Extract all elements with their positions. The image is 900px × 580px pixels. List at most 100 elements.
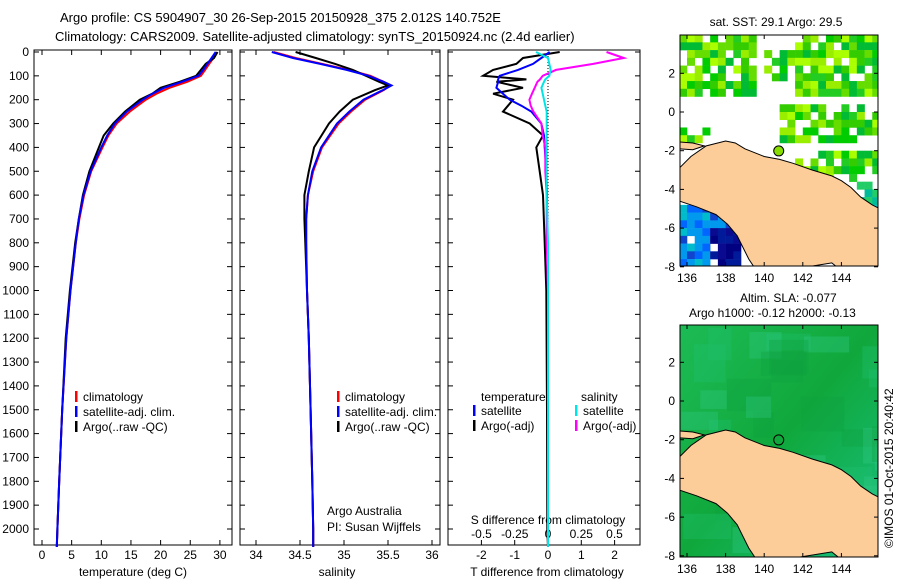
sst-cell (733, 251, 742, 260)
sla-patch (681, 411, 719, 430)
sst-cell (687, 228, 695, 237)
legend-swatch (75, 406, 78, 417)
sst-cell (849, 57, 858, 66)
sla-map-title-line2: Argo h1000: -0.12 h2000: -0.13 (689, 306, 856, 320)
lat-tick-label: -8 (664, 260, 675, 274)
sst-cell (810, 81, 819, 90)
sst-cell (825, 150, 834, 159)
sst-cell (818, 73, 827, 82)
sst-cell (795, 65, 804, 74)
annotation-institution: Argo Australia (327, 504, 402, 518)
sst-cell (818, 112, 827, 120)
sst-cell (741, 81, 750, 90)
sla-patch (727, 378, 772, 412)
sst-cell (694, 135, 703, 144)
sst-cell (864, 42, 873, 51)
sst-cell (687, 88, 695, 97)
y-tick-label: 1800 (2, 474, 29, 488)
sla-patch (874, 443, 878, 471)
sst-cell (694, 243, 703, 252)
sst-cell (717, 73, 726, 82)
sst-cell (680, 65, 688, 74)
sst-cell (787, 119, 796, 128)
sst-cell (872, 150, 878, 159)
sst-cell (717, 220, 726, 229)
map-content (680, 325, 878, 557)
land-new-guinea (680, 429, 878, 557)
sst-cell (710, 57, 719, 66)
plot-frame (239, 49, 441, 546)
sst-cell (795, 158, 804, 167)
sst-cell (702, 50, 711, 59)
sst-cell (818, 50, 827, 59)
sla-patch (708, 327, 732, 361)
sst-cell (687, 81, 695, 90)
sst-cell (856, 35, 865, 43)
sst-cell (825, 158, 834, 167)
sst-cell (779, 135, 788, 144)
sst-cell (825, 73, 834, 82)
sst-cell (841, 112, 850, 120)
sst-cell (802, 50, 811, 59)
sst-cell (733, 88, 742, 97)
argo-float-marker (773, 434, 785, 446)
sst-cell (787, 135, 796, 144)
difference-profile-panel: -2 -1 0 1 2 T difference from climatology -0.5… (447, 49, 641, 579)
lon-tick-label: 138 (716, 562, 736, 576)
sst-cell (702, 212, 711, 221)
sst-cell (694, 220, 703, 229)
sst-cell (810, 57, 819, 66)
sst-cell (825, 88, 834, 97)
annotation-pi: PI: Susan Wijffels (327, 520, 421, 534)
sst-cell (849, 88, 858, 97)
lat-tick-label: 0 (668, 394, 675, 408)
sst-cell (771, 73, 780, 82)
sst-cell (710, 235, 719, 244)
sst-cell (818, 104, 827, 113)
sst-cell (779, 127, 788, 136)
argo-float-marker (773, 145, 785, 157)
sst-cell (818, 88, 827, 97)
sst-cell (795, 81, 804, 90)
series-salinity-satellite (535, 51, 552, 547)
sst-cell (710, 73, 719, 82)
lat-tick-label: -6 (664, 221, 675, 235)
sst-cell (733, 50, 742, 59)
s-diff-tick-label: -0.5 (471, 527, 492, 541)
sla-patch (746, 396, 772, 418)
sst-cell (849, 65, 858, 74)
y-tick-label: 1200 (2, 331, 29, 345)
sst-cell (779, 104, 788, 113)
sst-cell (702, 65, 711, 74)
series-temperature-argo (479, 51, 560, 547)
sst-cell (694, 42, 703, 51)
sst-cell (833, 112, 842, 120)
sst-cell (741, 88, 750, 97)
sst-cell (717, 228, 726, 237)
series-satellite-adj (55, 51, 217, 547)
sst-cell (818, 57, 827, 66)
sst-cell (825, 35, 834, 43)
sst-cell (833, 81, 842, 90)
sst-cell (725, 42, 734, 51)
legend-label: satellite-adj. clim. (83, 405, 175, 419)
sst-cell (694, 235, 703, 244)
sst-cell (733, 42, 742, 51)
sst-cell (833, 166, 842, 175)
sst-cell (717, 259, 726, 266)
x-tick-label: 34.5 (288, 548, 312, 562)
sst-cell (694, 81, 703, 90)
sst-cell (764, 50, 773, 59)
sst-cell (833, 150, 842, 159)
x-tick-label: 36 (425, 548, 439, 562)
sst-cell (702, 259, 711, 266)
imos-credit: ©IMOS 01-Oct-2015 20:40:42 (882, 388, 896, 548)
x-axis-label: salinity (319, 565, 356, 579)
sst-cell (802, 127, 811, 136)
sst-cell (741, 57, 750, 66)
sst-cell (818, 135, 827, 144)
sst-cell (748, 35, 757, 43)
sst-cell (841, 73, 850, 82)
sst-cell (710, 251, 719, 260)
